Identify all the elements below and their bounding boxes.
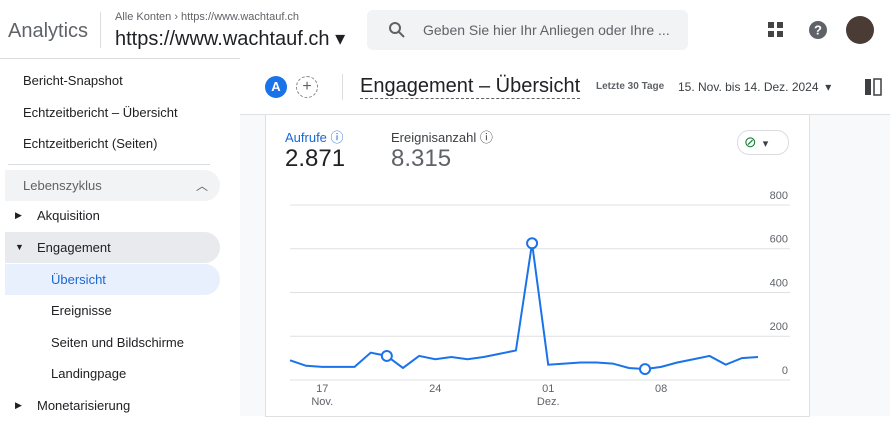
comparison-badge[interactable]: A — [265, 76, 287, 98]
report-header — [240, 58, 890, 115]
report-title[interactable]: Engagement – Übersicht — [360, 75, 581, 99]
point-marker — [639, 363, 652, 376]
section-bg — [5, 170, 220, 201]
compare-icon[interactable] — [864, 78, 882, 96]
y-tick-label: 800 — [770, 190, 788, 202]
breadcrumb-property[interactable]: https://www.wachtauf.ch — [181, 11, 300, 23]
search-icon — [389, 22, 405, 38]
x-tick-label: 17 Nov. — [311, 383, 333, 408]
y-tick-label: 0 — [782, 365, 788, 377]
add-comparison[interactable]: + — [296, 76, 318, 98]
divider — [342, 74, 343, 100]
nav-item[interactable]: Landingpage — [51, 366, 127, 381]
collapse-icon[interactable]: ︿ — [196, 179, 209, 193]
nav-item-active[interactable]: Übersicht — [51, 272, 106, 287]
product: Analytics — [8, 20, 89, 42]
metric-value: 2.871 — [285, 145, 346, 172]
point-marker — [526, 237, 539, 250]
y-tick-label: 600 — [770, 234, 788, 246]
nav-item[interactable]: Echtzeitbericht – Übersicht — [23, 105, 178, 120]
divider — [100, 12, 101, 48]
range-label: Letzte 30 Tage — [596, 81, 665, 92]
nav-item[interactable]: Bericht-Snapshot — [23, 73, 123, 88]
caret: ▶ — [15, 210, 22, 220]
breadcrumb[interactable]: Alle Konten › https://www.wachtauf.ch — [115, 11, 300, 23]
date-range[interactable]: 15. Nov. bis 14. Dez. 2024 ▾ — [678, 80, 832, 94]
x-tick-label: 08 — [655, 383, 667, 395]
nav-group[interactable]: Akquisition — [37, 208, 100, 223]
nav-group[interactable]: Engagement — [37, 240, 111, 255]
breadcrumb-root[interactable]: Alle Konten — [115, 11, 172, 23]
x-tick-label: 24 — [429, 383, 441, 395]
group-bg — [5, 232, 220, 263]
property: https://www.wachtauf.ch — [115, 28, 330, 50]
nav-item[interactable]: Ereignisse — [51, 303, 112, 318]
nav-group[interactable]: Monetarisierung — [37, 398, 131, 413]
x-tick-label: 01 Dez. — [537, 383, 560, 408]
divider — [8, 164, 210, 165]
help-icon[interactable]: ? — [808, 20, 828, 40]
search-box[interactable] — [367, 10, 688, 50]
apps-icon[interactable] — [766, 20, 786, 40]
date-range-text: 15. Nov. bis 14. Dez. 2024 — [678, 80, 819, 94]
section-title[interactable]: Lebenszyklus — [23, 178, 102, 193]
nav-item[interactable]: Seiten und Bildschirme — [51, 335, 184, 350]
status-dropdown[interactable]: ⊘ ▾ — [737, 130, 789, 155]
nav-item[interactable]: Echtzeitbericht (Seiten) — [23, 136, 158, 151]
metric-name[interactable]: Ereignisanzahl ⓘ — [391, 130, 493, 145]
chart: 0 200 400 600 800 17 Nov. 24 01 Dez. 08 — [289, 190, 790, 408]
avatar[interactable] — [846, 16, 874, 44]
caret: ▶ — [15, 400, 22, 410]
metric-label: Ereignisanzahl — [391, 130, 477, 145]
caret: ▼ — [15, 242, 24, 252]
y-tick-label: 400 — [770, 277, 788, 289]
point-marker — [380, 349, 393, 362]
y-tick-label: 200 — [770, 321, 788, 333]
svg-text:?: ? — [814, 22, 822, 37]
metric-label: Aufrufe — [285, 130, 327, 145]
search-placeholder: Geben Sie hier Ihr Anliegen oder Ihre ..… — [423, 22, 670, 38]
data-line — [289, 243, 759, 371]
property-selector[interactable]: https://www.wachtauf.ch ▾ — [115, 28, 346, 50]
metric-value: 8.315 — [391, 145, 452, 172]
metric-name[interactable]: Aufrufe ⓘ — [285, 130, 344, 145]
active-bg — [5, 264, 220, 295]
